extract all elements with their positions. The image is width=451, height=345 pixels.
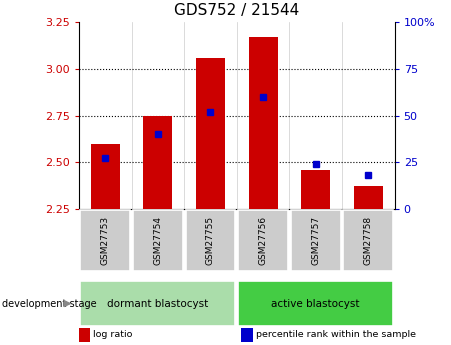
Text: GSM27756: GSM27756 [258,216,267,265]
Text: log ratio: log ratio [93,331,133,339]
Bar [91,144,120,209]
Bar [301,170,330,209]
Text: percentile rank within the sample: percentile rank within the sample [256,331,416,339]
Text: active blastocyst: active blastocyst [272,299,360,308]
Text: GSM27754: GSM27754 [153,216,162,265]
Text: GSM27758: GSM27758 [364,216,373,265]
Text: dormant blastocyst: dormant blastocyst [107,299,208,308]
Text: GSM27755: GSM27755 [206,216,215,265]
Text: GSM27753: GSM27753 [101,216,110,265]
Title: GDS752 / 21544: GDS752 / 21544 [174,3,299,19]
Bar [249,37,277,209]
Bar [354,186,383,209]
Bar [196,58,225,209]
Text: development stage: development stage [2,299,97,308]
Bar [143,116,172,209]
Text: GSM27757: GSM27757 [311,216,320,265]
